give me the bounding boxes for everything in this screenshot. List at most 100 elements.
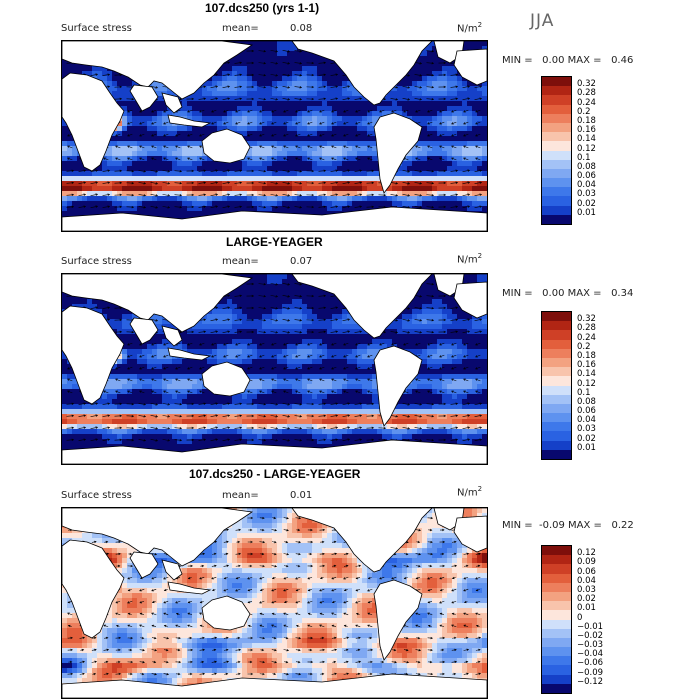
panel-2-title: LARGE-YEAGER: [226, 235, 323, 249]
colorbar-tick-label: −0.06: [577, 658, 604, 669]
colorbar-tick-label: 0.2: [577, 341, 591, 352]
panel-2-units-base: N/m: [457, 254, 478, 266]
colorbar-tick-label: 0.1: [577, 387, 591, 398]
colorbar-swatch: [542, 656, 571, 666]
colorbar-tick-label: 0.12: [577, 143, 596, 154]
colorbar-swatch: [542, 573, 571, 583]
land-eurasia: [62, 274, 487, 333]
colorbar-swatch: [542, 132, 571, 142]
colorbar-swatch: [542, 104, 571, 114]
panel-1-map: [61, 40, 488, 232]
colorbar-tick-label: 0.28: [577, 88, 596, 99]
colorbar-swatch: [542, 196, 571, 206]
colorbar-tick-label: 0.24: [577, 97, 596, 108]
colorbar-swatch: [542, 187, 571, 197]
colorbar-swatch: [542, 665, 571, 675]
colorbar-tick-label: 0.28: [577, 323, 596, 334]
map-canvas: [62, 41, 487, 231]
colorbar-swatch: [542, 546, 571, 556]
colorbar-tick-label: 0.03: [577, 584, 596, 595]
panel-1-units-base: N/m: [457, 23, 478, 35]
field-cells: [62, 274, 487, 464]
land-india: [129, 84, 159, 112]
land-india: [129, 551, 159, 579]
panel-3-field: Surface stress: [61, 490, 132, 501]
colorbar-tick-label: 0.32: [577, 79, 596, 90]
colorbar-swatch: [542, 178, 571, 188]
panel-2-colorbar: [541, 311, 572, 460]
panel-3-mean-value: 0.01: [290, 490, 313, 501]
panel-3-mean-label: mean=: [222, 490, 259, 501]
colorbar-swatch: [542, 168, 571, 179]
colorbar-tick-label: −0.01: [577, 621, 604, 632]
colorbar-swatch: [542, 591, 571, 602]
colorbar-swatch: [542, 422, 571, 432]
colorbar-swatch: [542, 619, 571, 629]
colorbar-tick-label: 0.02: [577, 594, 596, 605]
colorbar-tick-label: −0.03: [577, 640, 604, 651]
land-indo: [167, 347, 212, 361]
panel-2-min-label: MIN =: [502, 288, 533, 299]
colorbar-tick-label: 0.12: [577, 548, 596, 559]
colorbar-swatch: [542, 122, 571, 133]
colorbar-swatch: [542, 674, 571, 684]
panel-1-mean-label: mean=: [222, 23, 259, 34]
land-africa: [62, 305, 125, 405]
panel-2-units-exp: 2: [477, 252, 483, 260]
land-masses: [62, 41, 487, 231]
land-masses: [62, 508, 487, 698]
colorbar-swatch: [542, 628, 571, 638]
colorbar-tick-label: −0.09: [577, 667, 604, 678]
panel-1-title: 107.dcs250 (yrs 1-1): [205, 1, 320, 15]
panel-3-colorbar: [541, 545, 572, 694]
colorbar-swatch: [542, 205, 571, 215]
colorbar-tick-label: 0.08: [577, 161, 596, 172]
panel-1-colorbar: [541, 76, 572, 225]
map-canvas: [62, 274, 487, 464]
land-india: [129, 317, 159, 345]
colorbar-tick-label: 0.18: [577, 115, 596, 126]
land-indo: [167, 581, 212, 595]
colorbar-tick-label: 0.14: [577, 369, 596, 380]
panel-1-field: Surface stress: [61, 23, 132, 34]
colorbar-swatch: [542, 77, 571, 87]
colorbar-tick-label: 0.03: [577, 189, 596, 200]
panel-2-mean-value: 0.07: [290, 256, 313, 267]
panel-1-max-value: 0.46: [611, 55, 634, 66]
land-europe2: [453, 48, 487, 86]
colorbar-swatch: [542, 150, 571, 160]
panel-2-mean-label: mean=: [222, 256, 259, 267]
land-australia: [201, 595, 251, 631]
land-africa: [62, 72, 125, 172]
colorbar-tick-label: 0.01: [577, 603, 596, 614]
colorbar-swatch: [542, 555, 571, 565]
panel-2-min-value: 0.00: [542, 288, 565, 299]
panel-3-units: N/m2: [457, 485, 482, 498]
season-label: JJA: [530, 11, 555, 31]
colorbar-swatch: [542, 357, 571, 368]
colorbar-tick-label: 0.16: [577, 125, 596, 136]
colorbar-tick-label: 0.01: [577, 207, 596, 218]
colorbar-tick-label: 0.04: [577, 180, 596, 191]
land-eurasia: [62, 41, 487, 100]
colorbar-tick-label: 0.09: [577, 557, 596, 568]
colorbar-swatch: [542, 339, 571, 349]
colorbar-swatch: [542, 141, 571, 151]
colorbar-swatch: [542, 564, 571, 574]
land-europe2: [453, 515, 487, 553]
colorbar-tick-label: 0.06: [577, 171, 596, 182]
land-namerica: [291, 274, 433, 339]
colorbar-swatch: [542, 330, 571, 340]
colorbar-tick-label: 0: [577, 612, 583, 623]
colorbar-swatch: [542, 214, 571, 224]
colorbar-tick-label: −0.04: [577, 649, 604, 660]
colorbar-tick-label: 0.14: [577, 134, 596, 145]
land-europe2: [453, 281, 487, 319]
colorbar-tick-label: 0.04: [577, 575, 596, 586]
panel-2-units: N/m2: [457, 252, 482, 265]
land-antarctica: [62, 673, 487, 698]
panel-3-title: 107.dcs250 - LARGE-YEAGER: [189, 467, 361, 481]
colorbar-swatch: [542, 385, 571, 395]
land-namerica: [291, 508, 433, 573]
colorbar-swatch: [542, 647, 571, 657]
